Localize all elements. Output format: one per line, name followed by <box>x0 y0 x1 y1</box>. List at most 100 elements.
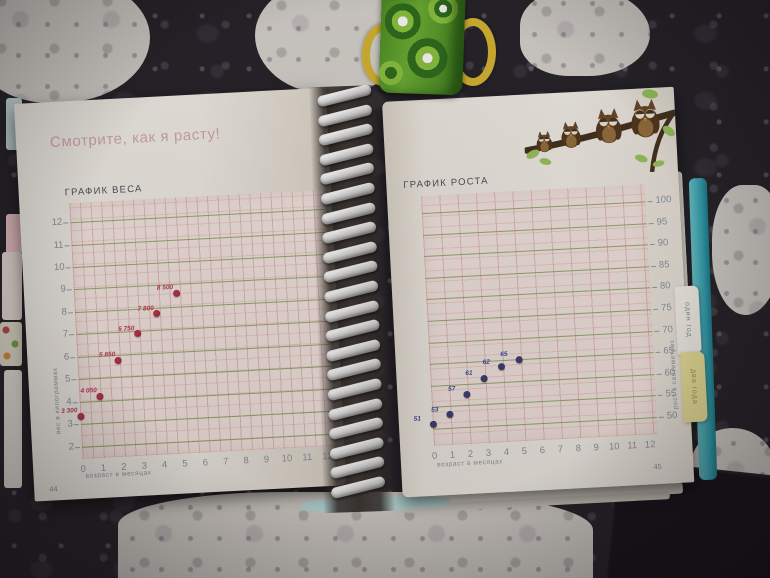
y-tick-label: 90 <box>657 237 669 250</box>
x-tick-label: 12 <box>644 439 656 451</box>
x-tick-label: 4 <box>161 459 168 471</box>
data-point <box>114 356 123 365</box>
y-tick-mark <box>73 424 79 426</box>
x-tick-label: 11 <box>302 451 313 464</box>
data-point <box>463 390 472 399</box>
y-tick-mark <box>64 244 70 247</box>
major-gridline <box>80 410 335 426</box>
data-point-label: 62 <box>482 358 491 366</box>
major-gridline <box>70 209 324 224</box>
y-tick-mark <box>66 289 72 291</box>
y-tick-mark <box>652 287 658 289</box>
major-gridline <box>72 253 327 269</box>
y-tick-mark <box>657 394 663 397</box>
spiral-binding <box>308 83 396 514</box>
x-tick-label: 6 <box>202 457 209 469</box>
data-point <box>133 329 142 338</box>
y-tick-label: 11 <box>53 239 64 251</box>
data-point <box>76 412 85 420</box>
data-point-label: 57 <box>447 385 456 394</box>
owl-family-illustration <box>522 87 679 179</box>
patterned-tab-edge <box>0 322 22 366</box>
major-gridline <box>427 309 652 322</box>
data-point-label: 4 050 <box>80 387 97 396</box>
y-tick-mark <box>63 222 69 224</box>
major-gridline <box>74 298 329 313</box>
data-point-label: 65 <box>500 350 508 359</box>
y-tick-mark <box>650 265 656 268</box>
page-number: 44 <box>48 484 58 494</box>
x-tick-label: 5 <box>521 445 528 458</box>
y-tick-label: 95 <box>656 216 668 228</box>
y-tick-label: 9 <box>60 284 67 296</box>
major-gridline <box>76 321 330 336</box>
major-gridline <box>73 276 328 291</box>
data-point <box>446 410 455 419</box>
height-chart-title: График роста <box>403 175 489 191</box>
y-tick-label: 100 <box>655 194 672 207</box>
tab-two-years[interactable]: два года <box>680 351 708 423</box>
major-gridline <box>71 231 326 246</box>
major-gridline <box>426 287 651 301</box>
x-tick-label: 8 <box>243 455 250 467</box>
x-tick-label: 8 <box>575 443 582 455</box>
right-page[interactable]: График роста 50 55 60 65 70 75 80 85 90 95 100 0 1 2 3… <box>382 86 695 498</box>
data-point-label: 61 <box>465 369 473 378</box>
tab-two-years-label: два года <box>689 368 699 406</box>
owl-family-svg <box>523 89 679 173</box>
x-tick-label: 5 <box>182 458 189 470</box>
y-tick-mark <box>67 312 74 314</box>
major-gridline <box>428 330 653 344</box>
page-number: 45 <box>653 461 663 472</box>
y-tick-mark <box>655 351 661 354</box>
y-tick-mark <box>653 308 659 311</box>
data-point-label: 51 <box>413 415 422 424</box>
data-point <box>172 289 180 297</box>
pink-tab-edge <box>6 214 22 254</box>
data-point <box>429 420 437 428</box>
data-point <box>480 374 489 383</box>
x-tick-label: 7 <box>222 456 229 468</box>
major-gridline <box>425 266 650 279</box>
y-tick-label: 7 <box>62 328 69 341</box>
x-tick-label: 6 <box>539 444 546 457</box>
x-tick-label: 3 <box>485 447 492 460</box>
x-tick-label: 9 <box>263 454 270 466</box>
left-page[interactable]: Смотрите, как я расту! График веса 23456… <box>14 87 347 502</box>
data-point-label: 8 500 <box>156 284 174 293</box>
data-point <box>498 362 506 371</box>
major-gridline <box>78 365 333 381</box>
x-tick-label: 10 <box>281 452 293 465</box>
x-tick-label: 9 <box>593 442 600 454</box>
x-tick-label: 7 <box>557 444 564 456</box>
weight-chart-title: График веса <box>64 183 143 199</box>
y-tick-label: 12 <box>51 216 63 229</box>
y-tick-mark <box>72 401 78 404</box>
y-tick-label: 6 <box>63 351 70 363</box>
data-point <box>153 309 161 318</box>
y-tick-mark <box>656 373 662 375</box>
x-tick-label: 4 <box>503 446 510 459</box>
major-gridline <box>423 223 647 236</box>
page-title: Смотрите, как я расту! <box>49 125 221 152</box>
y-tick-mark <box>71 379 77 381</box>
major-gridline <box>433 416 657 430</box>
x-tick-label: 2 <box>467 448 474 460</box>
major-gridline <box>82 433 336 448</box>
y-tick-mark <box>647 201 653 203</box>
y-tick-mark <box>658 416 664 418</box>
data-point-label: 53 <box>431 406 439 414</box>
tab-one-year[interactable]: один год <box>674 285 702 355</box>
fleece-blanket-patch <box>520 0 650 76</box>
page-edge <box>2 252 22 320</box>
major-gridline <box>424 244 648 258</box>
major-gridline <box>421 201 646 215</box>
y-tick-mark <box>69 334 75 336</box>
data-point-label: 7 800 <box>137 304 154 313</box>
y-tick-mark <box>65 267 71 269</box>
y-tick-mark <box>75 446 81 448</box>
page-edge <box>4 370 22 488</box>
y-tick-mark <box>654 330 660 332</box>
